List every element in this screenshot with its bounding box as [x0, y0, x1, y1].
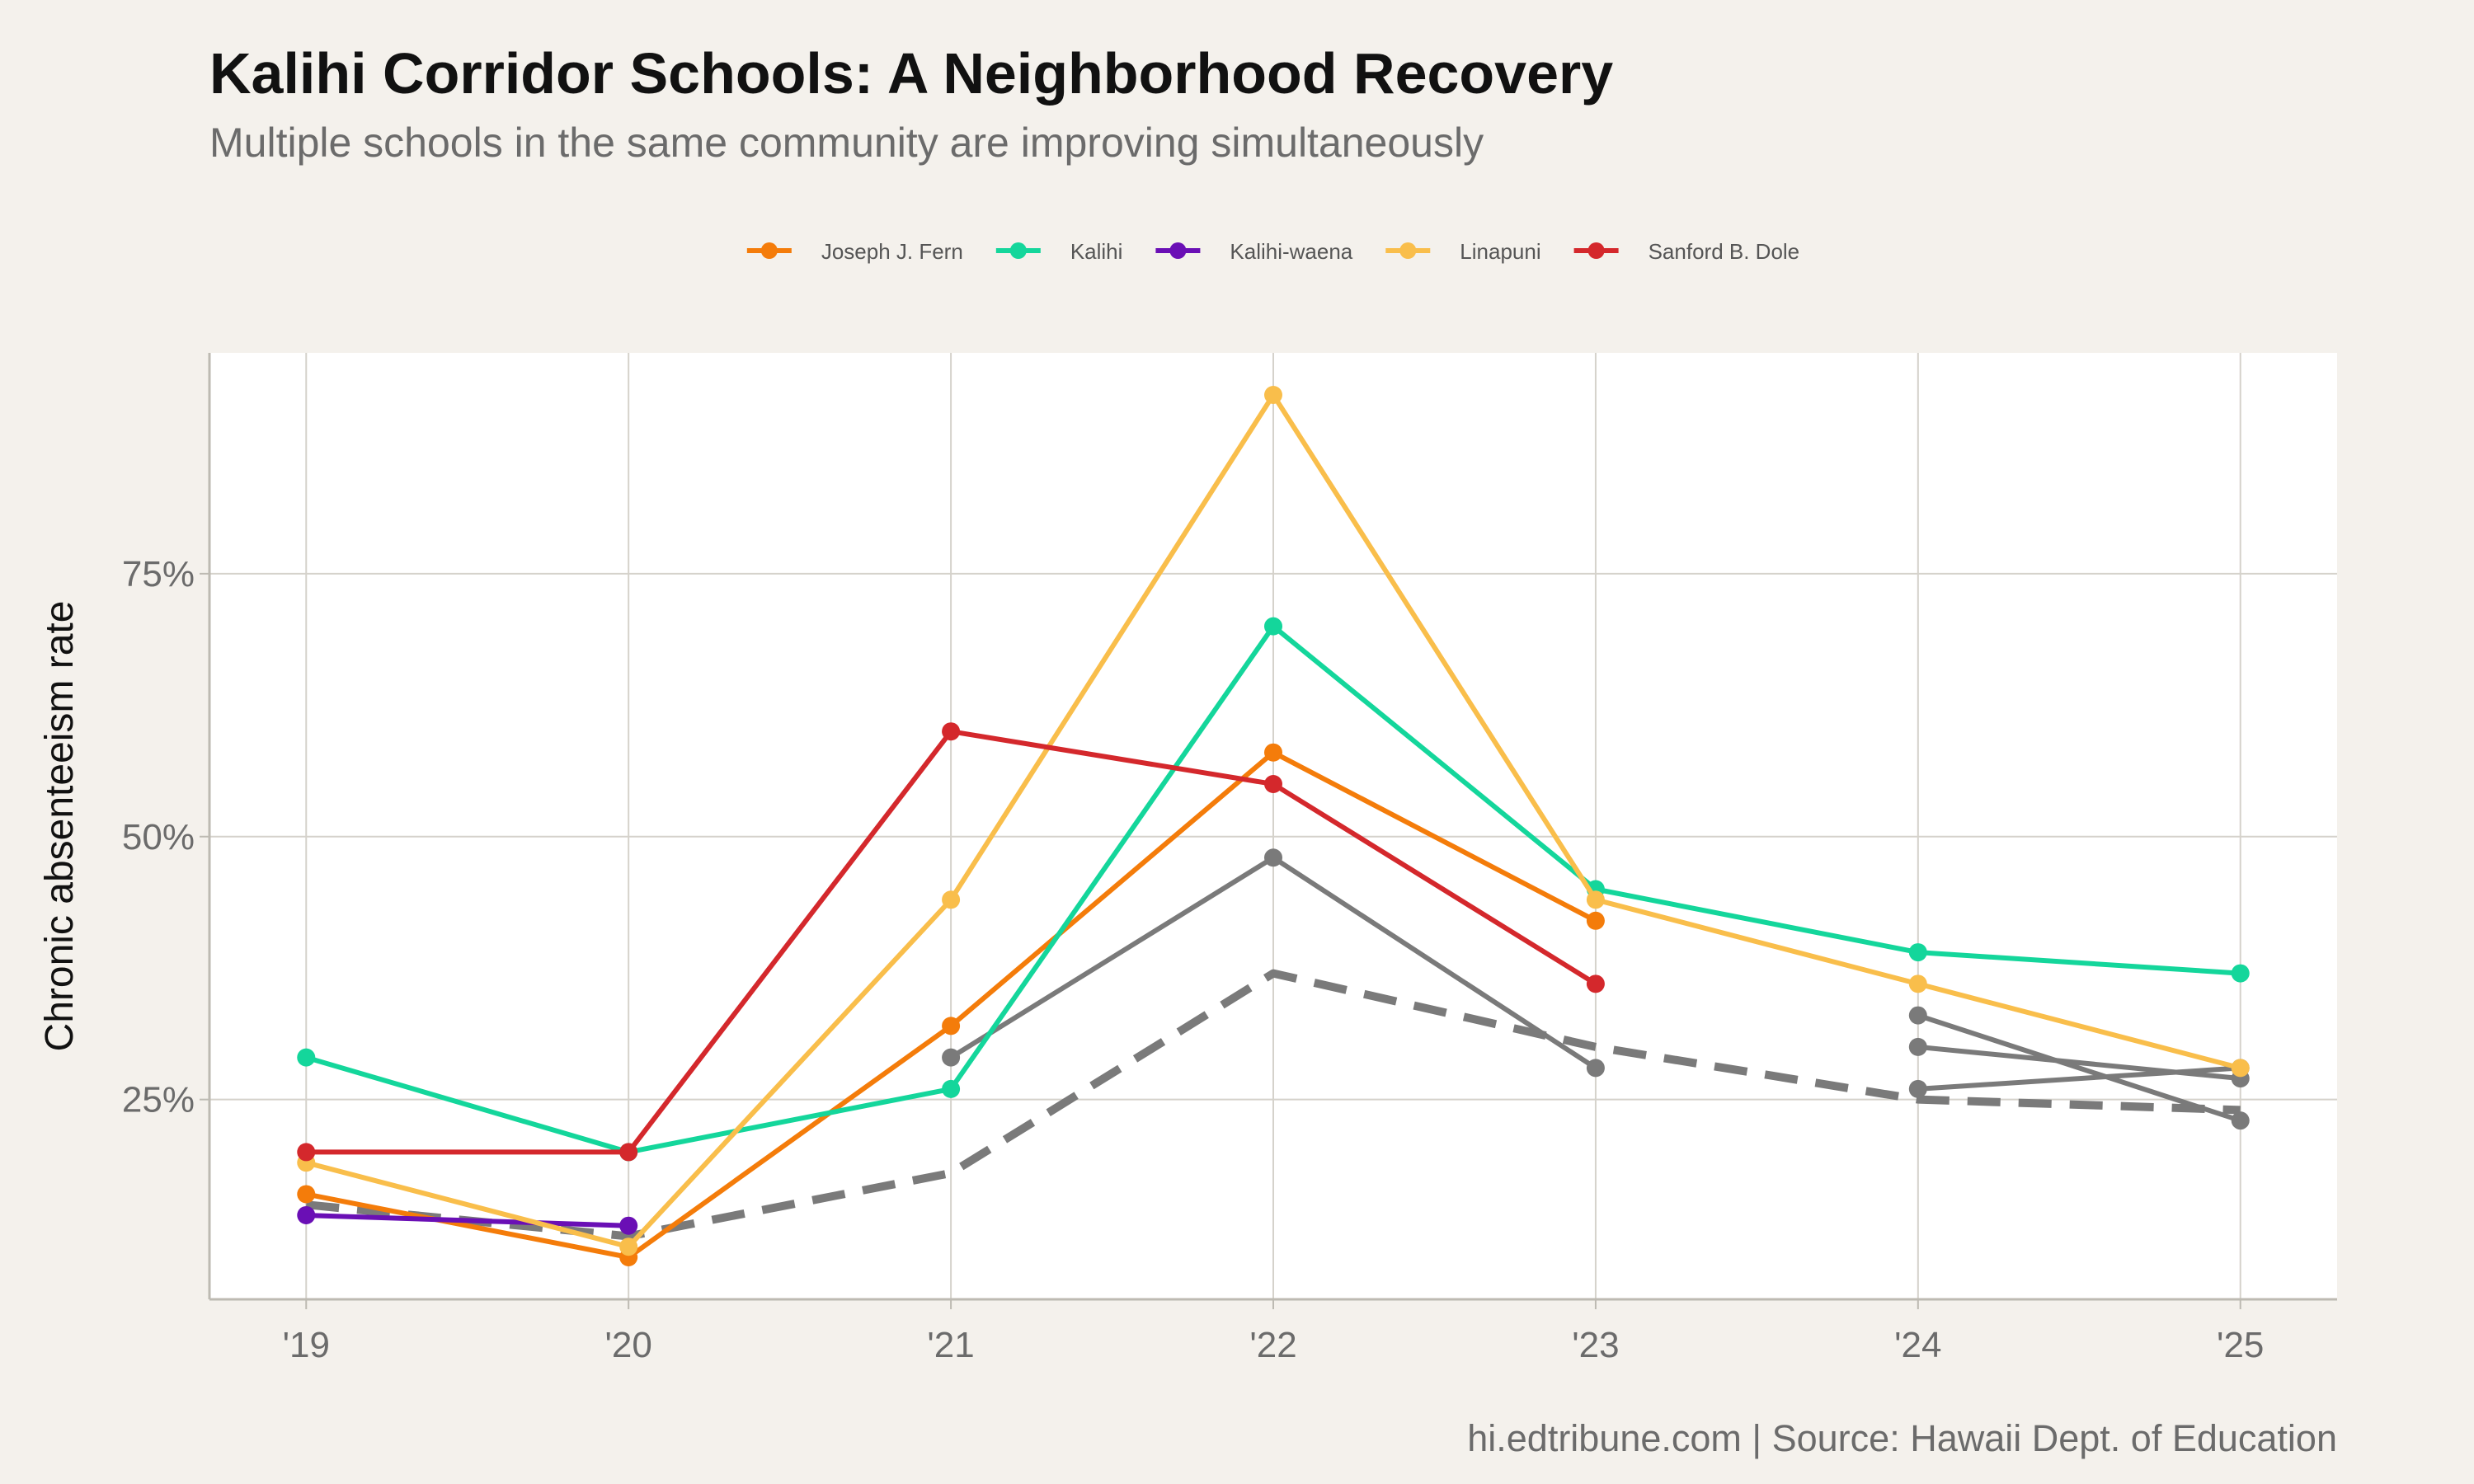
- legend: Joseph J. Fern Kalihi Kalihi-waena Linapuni…: [746, 239, 1800, 264]
- data-point: [942, 1079, 961, 1098]
- x-tick-label: '24: [1894, 1325, 1941, 1365]
- data-point: [1264, 617, 1282, 636]
- y-tick-label: 75%: [122, 554, 195, 594]
- series-sanford-b-dole: [297, 722, 1605, 1162]
- data-point: [297, 1205, 316, 1224]
- data-point: [1586, 911, 1605, 930]
- chart-title: Kalihi Corridor Schools: A Neighborhood …: [209, 41, 1613, 106]
- data-point: [1586, 974, 1605, 993]
- data-point: [619, 1237, 638, 1256]
- series-layer: [297, 386, 2250, 1266]
- y-tick-label: 25%: [122, 1080, 195, 1120]
- data-point: [1586, 890, 1605, 909]
- y-axis-title: Chronic absenteeism rate: [38, 601, 82, 1052]
- data-point: [942, 890, 961, 909]
- legend-key-dot: [1169, 242, 1187, 259]
- chart-subtitle: Multiple schools in the same community a…: [209, 120, 1484, 166]
- x-tick-label: '20: [605, 1325, 652, 1365]
- x-tick-label: '21: [927, 1325, 974, 1365]
- series-kalihi-waena: [297, 1205, 638, 1235]
- series-line: [1917, 1012, 2241, 1124]
- series-comparison: [1908, 1006, 2250, 1130]
- data-point: [1264, 848, 1282, 867]
- data-point: [2231, 1059, 2250, 1078]
- legend-item-kalihi: Kalihi: [995, 239, 1123, 264]
- data-point: [2231, 964, 2250, 983]
- series-state-average: [305, 969, 2241, 1241]
- x-tick-label: '23: [1572, 1325, 1619, 1365]
- x-tick-label: '22: [1249, 1325, 1296, 1365]
- data-point: [2231, 1111, 2250, 1130]
- data-point: [619, 1143, 638, 1162]
- data-point: [619, 1216, 638, 1235]
- data-point: [942, 722, 961, 741]
- series-line: [306, 1213, 629, 1228]
- series-line: [1917, 1065, 2241, 1092]
- series-line: [305, 969, 2241, 1241]
- legend-label: Joseph J. Fern: [821, 239, 963, 264]
- series-linapuni: [297, 386, 2250, 1256]
- legend-label: Sanford B. Dole: [1649, 239, 1800, 264]
- legend-label: Kalihi-waena: [1230, 239, 1352, 264]
- x-tick-label: '19: [283, 1325, 330, 1365]
- legend-label: Linapuni: [1460, 239, 1540, 264]
- data-point: [1908, 1037, 1927, 1056]
- data-point: [297, 1048, 316, 1067]
- x-tick-label: '25: [2217, 1325, 2264, 1365]
- legend-item-linapuni: Linapuni: [1385, 239, 1541, 264]
- source-caption: hi.edtribune.com | Source: Hawaii Dept. …: [1467, 1417, 2337, 1459]
- data-point: [297, 1185, 316, 1204]
- data-point: [1264, 743, 1282, 762]
- data-point: [1264, 386, 1282, 405]
- data-point: [1264, 774, 1282, 793]
- data-point: [1908, 1006, 1927, 1025]
- legend-label: Kalihi: [1070, 239, 1123, 264]
- legend-item-joseph-j-fern: Joseph J. Fern: [746, 239, 963, 264]
- legend-item-sanford-b-dole: Sanford B. Dole: [1573, 239, 1800, 264]
- data-point: [942, 1017, 961, 1036]
- data-point: [1908, 974, 1927, 993]
- legend-key-dot: [760, 242, 778, 259]
- data-point: [1908, 943, 1927, 962]
- data-point: [297, 1143, 316, 1162]
- data-point: [1586, 1059, 1605, 1078]
- legend-item-kalihi-waena: Kalihi-waena: [1155, 239, 1353, 264]
- data-point: [942, 1048, 961, 1067]
- data-point: [1908, 1079, 1927, 1098]
- y-tick-label: 50%: [122, 817, 195, 857]
- series-comparison: [942, 848, 1605, 1078]
- legend-key-dot: [1399, 242, 1417, 259]
- legend-key-dot: [1009, 242, 1027, 259]
- legend-key-dot: [1587, 242, 1605, 259]
- tick-labels: '19 '20 '21 '22 '23 '24 '25 25% 50% 75%: [122, 554, 2264, 1365]
